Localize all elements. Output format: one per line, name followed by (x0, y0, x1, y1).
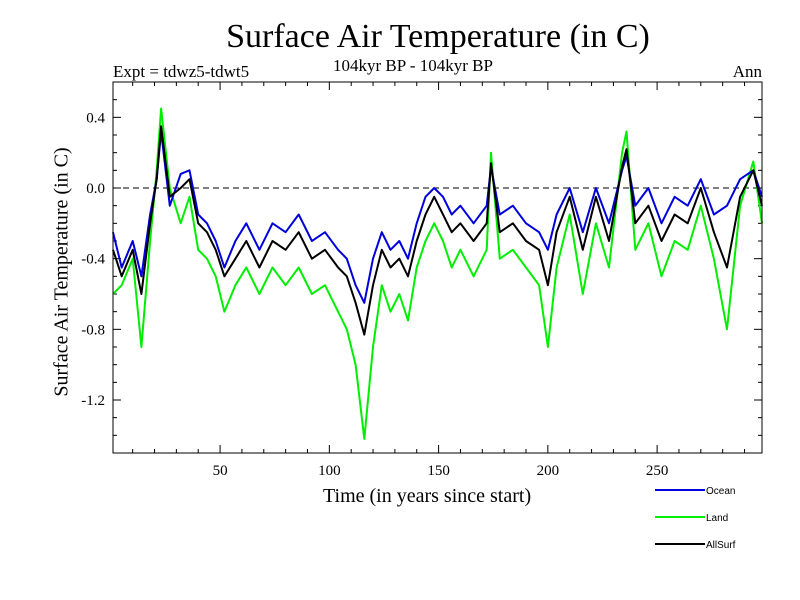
x-tick-label: 100 (318, 463, 341, 479)
experiment-label: Expt = tdwz5-tdwt5 (113, 62, 250, 81)
legend-label-allsurf: AllSurf (706, 540, 736, 551)
axis-ticks: 50 100 150 200 250 0.4 0.0 -0.4 -0.8 -1.2 (81, 82, 762, 479)
x-tick-label: 150 (427, 463, 450, 479)
y-tick-label: -0.8 (81, 322, 105, 338)
y-tick-label: 0.4 (86, 110, 105, 126)
legend-label-ocean: Ocean (706, 486, 735, 497)
legend-label-land: Land (706, 513, 728, 524)
season-label: Ann (732, 62, 762, 81)
legend: Ocean Land AllSurf (655, 486, 736, 551)
chart-title: Surface Air Temperature (in C) (226, 18, 650, 55)
x-axis-label: Time (in years since start) (323, 485, 532, 507)
y-tick-label: -1.2 (81, 393, 105, 409)
x-tick-label: 50 (213, 463, 228, 479)
plot-frame (112, 81, 763, 454)
series-line-allsurf (112, 125, 763, 336)
period-label: 104kyr BP - 104kyr BP (333, 56, 493, 75)
x-tick-label: 200 (537, 463, 560, 479)
y-tick-label: 0.0 (86, 181, 105, 197)
y-tick-label: -0.4 (81, 252, 105, 268)
series-line-land (112, 107, 763, 440)
series-line-ocean (112, 130, 763, 304)
x-tick-label: 250 (646, 463, 669, 479)
series-lines (112, 107, 763, 440)
